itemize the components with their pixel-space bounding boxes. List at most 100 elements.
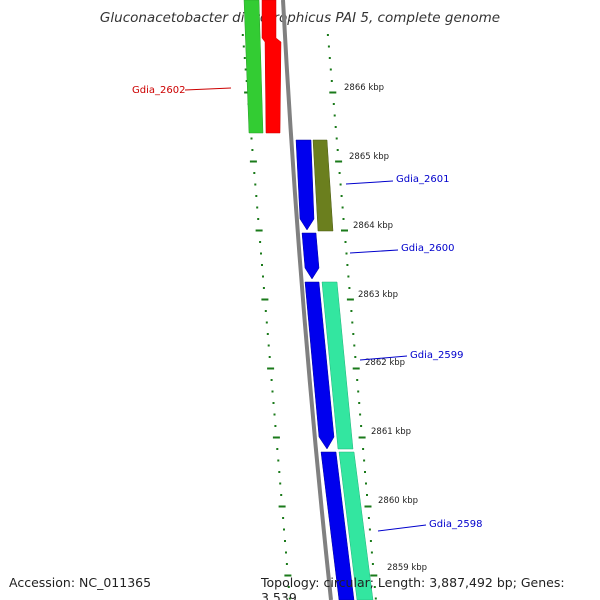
minor-tick-mark [341, 206, 344, 209]
minor-tick-mark [255, 195, 258, 197]
tick-label: 2861 kbp [371, 427, 411, 437]
tick-label: 2866 kbp [344, 83, 384, 93]
minor-tick-mark [251, 149, 254, 151]
minor-tick-mark [242, 45, 245, 48]
feature-gdia-2598-blue[interactable] [320, 451, 355, 600]
minor-tick-mark [358, 402, 361, 404]
minor-tick-mark [356, 379, 359, 381]
minor-tick-mark [373, 586, 376, 588]
feature-gdia-2601-blue[interactable] [295, 139, 315, 231]
minor-tick-mark [348, 287, 351, 289]
minor-tick-mark [369, 540, 372, 542]
feature-gdia-2599-aqua[interactable] [321, 281, 354, 450]
minor-tick-mark [335, 137, 338, 140]
minor-tick-mark [280, 494, 283, 496]
gene-label-gdia-2602[interactable]: Gdia_2602 [132, 85, 185, 96]
minor-tick-mark [362, 448, 365, 450]
minor-tick-mark [364, 471, 366, 473]
minor-tick-mark [357, 390, 360, 393]
label-leader-gdia-2602 [184, 87, 232, 91]
left-tick-dots [241, 34, 292, 600]
feature-gdia-2602-green[interactable] [243, 0, 264, 134]
minor-tick-mark [257, 218, 260, 220]
major-tick-mark [261, 298, 269, 301]
tick-label: 2859 kbp [387, 563, 427, 573]
minor-tick-mark [285, 563, 288, 565]
feature-gdia-2602-red[interactable] [261, 0, 282, 134]
minor-tick-mark [328, 57, 331, 59]
minor-tick-mark [256, 206, 259, 209]
gene-label-gdia-2599[interactable]: Gdia_2599 [410, 350, 463, 361]
genome-summary-text: Topology: circular; Length: 3,887,492 bp… [261, 575, 565, 600]
feature-gdia-2600-blue[interactable] [301, 232, 320, 280]
minor-tick-mark [326, 34, 329, 36]
minor-tick-mark [344, 241, 347, 243]
minor-tick-mark [365, 482, 367, 485]
major-tick-mark [272, 436, 280, 439]
minor-tick-mark [283, 528, 285, 531]
gene-label-gdia-2601[interactable]: Gdia_2601 [396, 174, 449, 185]
major-tick-mark [284, 574, 292, 577]
minor-tick-mark [262, 287, 265, 289]
minor-tick-mark [345, 252, 348, 255]
major-tick-mark [341, 229, 348, 232]
minor-tick-mark [350, 310, 353, 312]
tick-label: 2865 kbp [349, 152, 389, 162]
label-leader-gdia-2601 [345, 180, 394, 185]
minor-tick-mark [353, 344, 356, 347]
minor-tick-mark [264, 310, 267, 312]
minor-tick-mark [367, 517, 370, 519]
minor-tick-mark [368, 528, 371, 531]
minor-tick-mark [259, 241, 262, 243]
major-tick-mark [249, 160, 257, 163]
gene-features [243, 0, 374, 600]
minor-tick-mark [279, 482, 282, 485]
minor-tick-mark [276, 448, 279, 450]
minor-tick-mark [262, 275, 264, 278]
minor-tick-mark [359, 413, 362, 416]
minor-tick-mark [370, 551, 373, 554]
minor-tick-mark [374, 597, 377, 600]
minor-tick-mark [250, 137, 253, 140]
minor-tick-mark [329, 68, 332, 71]
minor-tick-mark [271, 390, 274, 393]
major-tick-mark [364, 505, 372, 508]
major-tick-mark [335, 160, 343, 163]
gene-label-gdia-2598[interactable]: Gdia_2598 [429, 519, 482, 530]
minor-tick-mark [266, 333, 269, 335]
major-tick-mark [278, 505, 286, 508]
minor-tick-mark [354, 356, 357, 358]
label-leader-gdia-2600 [349, 249, 399, 254]
gene-label-gdia-2600[interactable]: Gdia_2600 [401, 243, 454, 254]
feature-gdia-2598-aqua[interactable] [338, 451, 374, 600]
minor-tick-mark [334, 126, 337, 128]
backbone-line [281, 0, 333, 600]
minor-tick-mark [273, 413, 276, 416]
minor-tick-mark [245, 80, 248, 82]
minor-tick-mark [285, 551, 287, 554]
minor-tick-mark [287, 586, 290, 588]
minor-tick-mark [260, 252, 262, 255]
feature-gdia-2601-olive[interactable] [312, 139, 334, 232]
minor-tick-mark [347, 275, 350, 278]
minor-tick-mark [243, 57, 246, 59]
minor-tick-mark [270, 379, 273, 381]
accession-text: Accession: NC_011365 [9, 575, 152, 590]
minor-tick-mark [340, 195, 343, 197]
gene-labels: Gdia_2602 Gdia_2601 Gdia_2600 Gdia_2599 … [132, 85, 482, 532]
minor-tick-mark [267, 344, 270, 347]
major-tick-mark [370, 574, 378, 577]
minor-tick-mark [265, 321, 268, 324]
feature-gdia-2599-blue[interactable] [304, 281, 335, 450]
minor-tick-mark [371, 563, 374, 565]
major-tick-mark [255, 229, 263, 232]
minor-tick-mark [346, 264, 349, 266]
minor-tick-mark [332, 103, 335, 105]
minor-tick-mark [272, 402, 275, 404]
major-tick-mark [346, 298, 354, 301]
minor-tick-mark [288, 597, 291, 600]
minor-tick-mark [360, 425, 363, 427]
major-tick-mark [358, 436, 366, 439]
minor-tick-mark [277, 459, 280, 462]
